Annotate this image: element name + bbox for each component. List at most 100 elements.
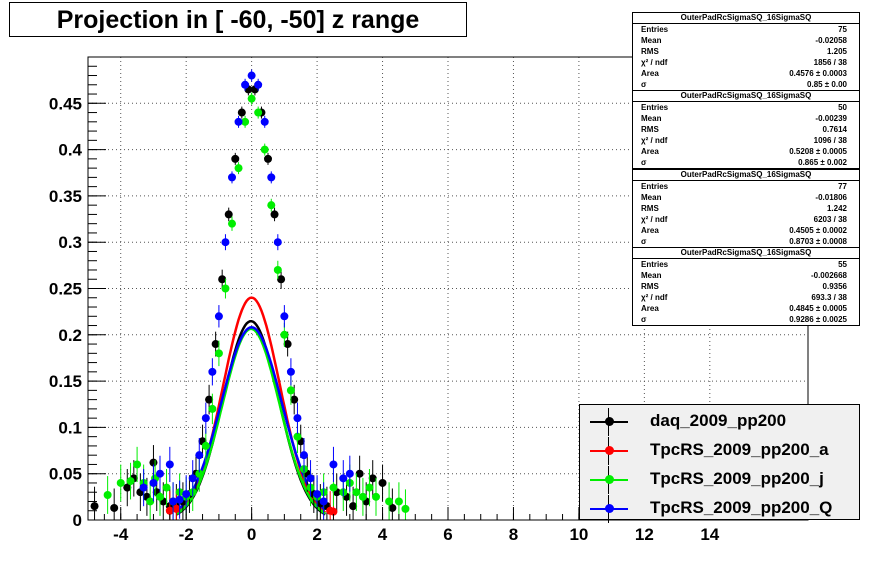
plot-title: Projection in [ -60, -50] z range — [9, 2, 467, 37]
x-tick-label: -2 — [179, 525, 194, 544]
stats-label: Entries — [641, 260, 669, 269]
stats-label: σ — [641, 315, 647, 324]
stats-label: Mean — [641, 193, 662, 202]
legend-label: TpcRS_2009_pp200_a — [650, 440, 829, 459]
stats-panel: OuterPadRcSigmaSQ_16SigmaSQ Entries 55 Mean… — [632, 247, 860, 326]
data-point — [293, 432, 302, 441]
data-point — [254, 108, 263, 117]
data-point — [349, 502, 358, 511]
y-tick-label: 0.15 — [49, 372, 82, 391]
y-tick-label: 0.45 — [49, 94, 82, 113]
stats-row: χ² / ndf 1856 / 38 — [633, 57, 859, 68]
stats-label: Entries — [641, 182, 669, 191]
data-point — [329, 483, 338, 492]
stats-row: Area 0.5208 ± 0.0005 — [633, 146, 859, 157]
stats-label: Mean — [641, 271, 662, 280]
data-point — [195, 469, 204, 478]
stats-value: 77 — [838, 182, 847, 191]
y-tick-label: 0.1 — [58, 418, 82, 437]
data-point — [368, 474, 377, 483]
stats-value: -0.00239 — [815, 114, 847, 123]
stats-row: χ² / ndf 1096 / 38 — [633, 135, 859, 146]
y-tick-label: 0 — [73, 511, 82, 530]
stats-row: Entries 55 — [633, 259, 859, 270]
x-tick-label: 10 — [569, 525, 588, 544]
data-point — [329, 460, 338, 469]
stats-label: Area — [641, 226, 659, 235]
data-point — [339, 474, 348, 483]
legend-entry: TpcRS_2009_pp200_a — [580, 436, 859, 465]
x-tick-label: 2 — [312, 525, 321, 544]
data-point — [313, 490, 322, 499]
stats-label: χ² / ndf — [641, 293, 668, 302]
data-point — [231, 154, 240, 163]
stats-label: Mean — [641, 114, 662, 123]
stats-value: -0.01806 — [815, 193, 847, 202]
data-point — [352, 488, 361, 497]
legend-marker — [590, 495, 628, 523]
legend: daq_2009_pp200 TpcRS_2009_pp200_a TpcRS_20… — [579, 404, 860, 523]
stats-header: OuterPadRcSigmaSQ_16SigmaSQ — [633, 248, 859, 259]
legend-label: TpcRS_2009_pp200_Q — [650, 498, 833, 517]
stats-value: -0.02058 — [815, 36, 847, 45]
data-point — [208, 367, 217, 376]
data-point — [133, 460, 142, 469]
stats-label: χ² / ndf — [641, 136, 668, 145]
stats-header: OuterPadRcSigmaSQ_16SigmaSQ — [633, 13, 859, 24]
stats-label: RMS — [641, 47, 659, 56]
stats-row: RMS 0.7614 — [633, 124, 859, 135]
stats-row: Mean -0.00239 — [633, 113, 859, 124]
data-point — [273, 238, 282, 247]
stats-value: 0.7614 — [822, 125, 847, 134]
stats-row: Area 0.4576 ± 0.0003 — [633, 68, 859, 79]
stats-label: σ — [641, 237, 647, 246]
stats-label: Area — [641, 69, 659, 78]
y-tick-label: 0.3 — [58, 233, 82, 252]
legend-label: TpcRS_2009_pp200_j — [650, 469, 824, 488]
data-point — [283, 340, 292, 349]
data-point — [365, 483, 374, 492]
x-tick-label: 8 — [509, 525, 518, 544]
stats-label: Area — [641, 304, 659, 313]
data-point — [221, 284, 230, 293]
stats-value: 1856 / 38 — [813, 58, 847, 67]
stats-label: RMS — [641, 282, 659, 291]
stats-row: χ² / ndf 693.3 / 38 — [633, 292, 859, 303]
data-point — [165, 460, 174, 469]
data-point — [218, 275, 227, 284]
stats-panel: OuterPadRcSigmaSQ_16SigmaSQ Entries 77 Mean… — [632, 169, 860, 248]
stats-row: σ 0.9286 ± 0.0025 — [633, 314, 859, 325]
stats-value: 0.8703 ± 0.0008 — [789, 237, 847, 246]
data-point — [201, 441, 210, 450]
stats-panel: OuterPadRcSigmaSQ_16SigmaSQ Entries 50 Mean… — [632, 90, 860, 169]
data-point — [228, 173, 236, 182]
stats-panel: OuterPadRcSigmaSQ_16SigmaSQ Entries 75 Mean… — [632, 12, 860, 91]
stats-row: χ² / ndf 6203 / 38 — [633, 214, 859, 225]
stats-row: RMS 0.9356 — [633, 281, 859, 292]
data-point — [260, 117, 269, 126]
data-point — [270, 210, 279, 219]
stats-header: OuterPadRcSigmaSQ_16SigmaSQ — [633, 170, 859, 181]
stats-value: 693.3 / 38 — [811, 293, 847, 302]
data-point — [293, 414, 302, 423]
data-points — [90, 69, 410, 520]
x-tick-label: 14 — [700, 525, 719, 544]
data-point — [228, 219, 236, 228]
data-point — [329, 507, 338, 516]
data-point — [237, 108, 246, 117]
data-point — [267, 173, 276, 182]
data-point — [388, 503, 397, 512]
stats-label: RMS — [641, 204, 659, 213]
data-point — [205, 395, 214, 404]
data-point — [103, 490, 112, 499]
data-point — [123, 483, 132, 492]
grid-layer — [88, 57, 808, 520]
stats-label: Mean — [641, 36, 662, 45]
data-point — [156, 492, 164, 501]
data-point — [306, 474, 315, 483]
stats-value: -0.002668 — [810, 271, 847, 280]
x-tick-label: 12 — [635, 525, 654, 544]
stats-value: 0.865 ± 0.002 — [798, 158, 847, 167]
legend-marker — [590, 437, 628, 465]
